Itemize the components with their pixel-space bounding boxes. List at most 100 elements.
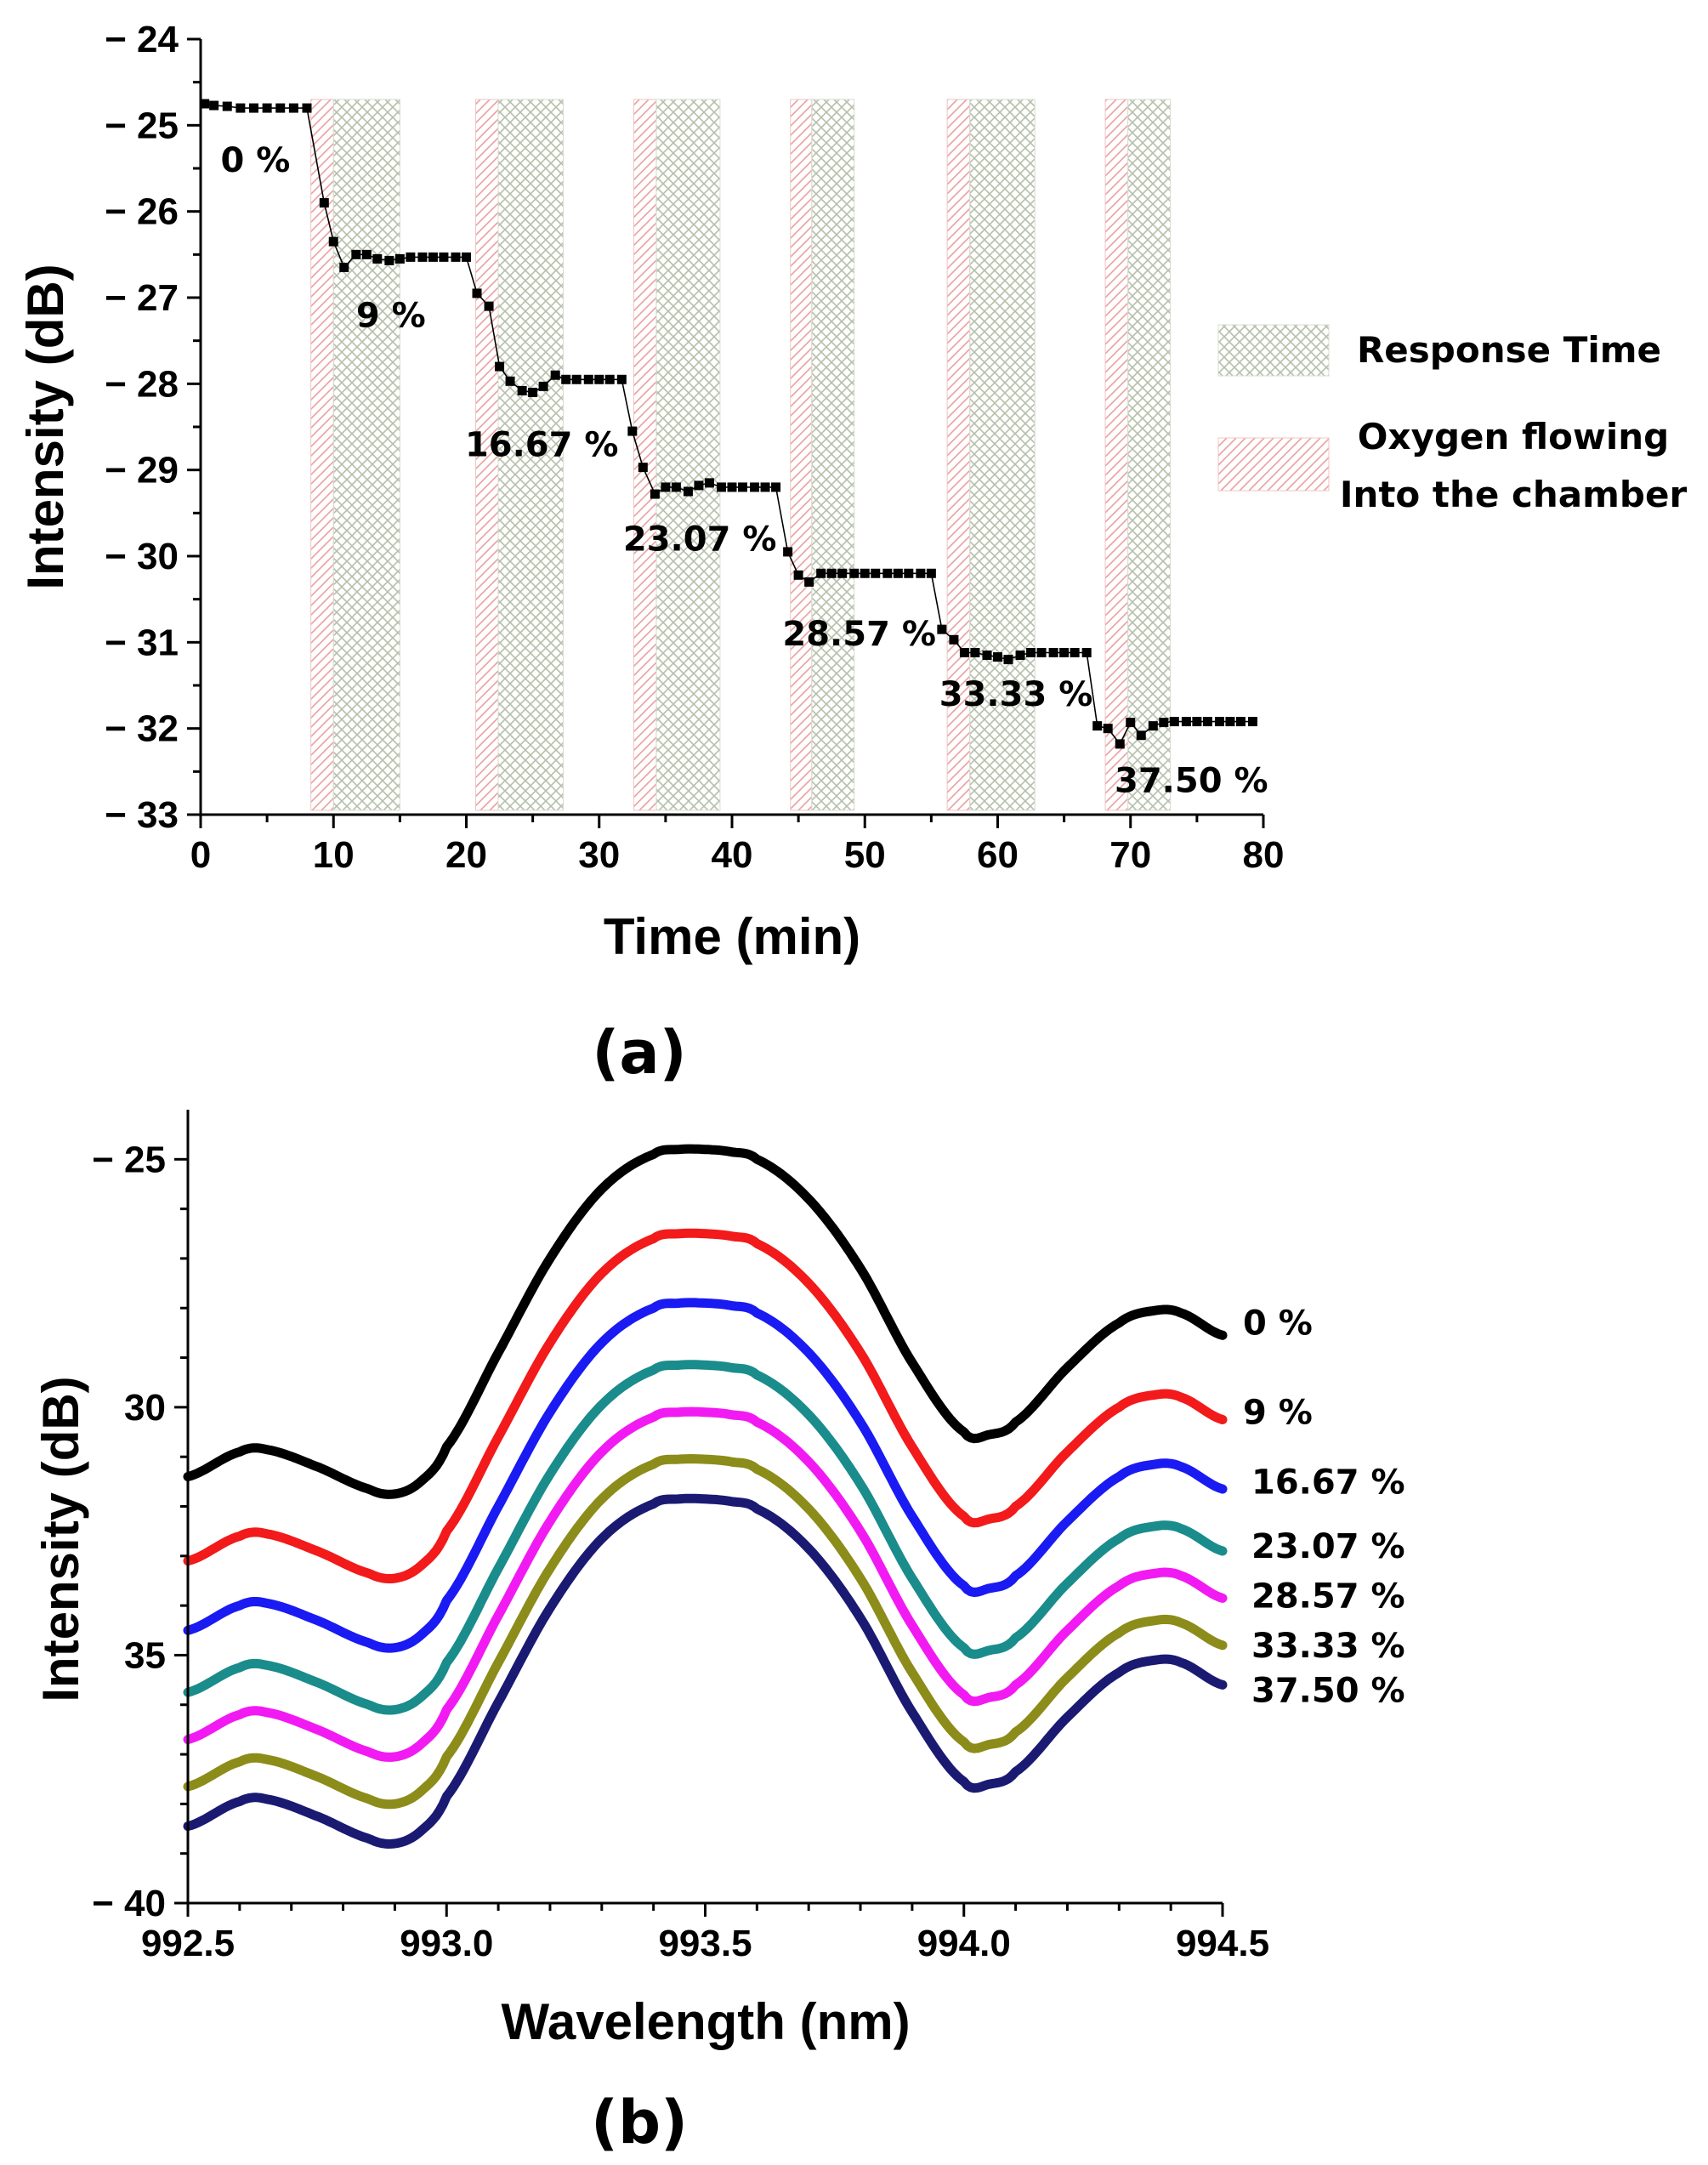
series-line (204, 103, 1253, 746)
data-point (361, 249, 372, 259)
y-tick-label: − 32 (105, 708, 179, 750)
spectrum-line (183, 1360, 1228, 1715)
spectrum-line (183, 1228, 1228, 1583)
data-point (949, 634, 959, 645)
data-point (704, 478, 714, 488)
y-tick-label: 30 (124, 1387, 166, 1429)
data-point (1070, 647, 1080, 657)
data-point (717, 482, 726, 492)
data-point (462, 252, 471, 262)
y-tick-label: − 30 (105, 536, 179, 577)
data-point (275, 103, 286, 113)
series-label: 37.50 % (1251, 1671, 1405, 1710)
x-tick-label: 994.0 (917, 1923, 1011, 1964)
data-point (793, 570, 803, 580)
data-point (993, 652, 1002, 662)
concentration-label: 16.67 % (465, 425, 619, 464)
y-tick-label: − 25 (92, 1139, 166, 1180)
x-tick-label: 992.5 (141, 1923, 235, 1964)
data-point (319, 198, 329, 208)
oxygen-flow-band (310, 99, 334, 811)
data-point (1225, 717, 1235, 727)
concentration-label: 33.33 % (939, 675, 1093, 714)
series-label: 0 % (1243, 1304, 1313, 1344)
legend-swatch-response-time (1217, 324, 1330, 377)
data-point (262, 103, 272, 113)
x-axis-ticks: 0 10 20 30 40 50 60 70 80 (190, 815, 1284, 876)
concentration-annotations: 0 % 9 % 16.67 % 23.07 % 28.57 %33.33 % 37.50 … (220, 141, 1268, 801)
data-point (837, 568, 848, 578)
data-point (406, 252, 416, 262)
series-label: 23.07 % (1251, 1527, 1405, 1566)
y-axis-ticks: − 25 30 35 − 40 (92, 1139, 188, 1924)
data-point (484, 301, 494, 311)
data-point (1235, 717, 1246, 727)
data-point (604, 374, 615, 384)
data-point (394, 253, 405, 264)
y-tick-label: − 26 (105, 191, 179, 233)
data-point (384, 255, 394, 265)
data-point (517, 385, 527, 395)
data-point (926, 568, 936, 578)
legend: Response Time Oxygen flowing Into the ch… (1217, 324, 1687, 515)
concentration-label: 9 % (356, 296, 426, 335)
y-tick-label: − 33 (105, 794, 179, 836)
data-point (209, 100, 219, 111)
data-point (849, 568, 860, 578)
response-time-band (497, 99, 565, 811)
series-label: 9 % (1243, 1394, 1313, 1433)
data-point (1169, 717, 1179, 727)
data-point (1081, 647, 1092, 657)
y-tick-label: − 27 (105, 277, 179, 319)
x-tick-label: 30 (578, 834, 620, 876)
data-point (528, 387, 538, 397)
data-point (760, 482, 770, 492)
concentration-label: 37.50 % (1115, 761, 1268, 800)
data-point (1202, 717, 1212, 727)
spectrum-line (183, 1144, 1228, 1499)
concentration-label: 23.07 % (623, 520, 777, 560)
data-point (882, 568, 893, 578)
data-point (771, 482, 781, 492)
data-point (904, 568, 914, 578)
x-tick-label: 60 (977, 834, 1019, 876)
response-time-band (1127, 99, 1172, 811)
data-point (302, 103, 312, 113)
data-point (970, 647, 980, 657)
data-point (816, 568, 826, 578)
data-point (750, 482, 760, 492)
data-point (1126, 718, 1136, 728)
data-point (594, 374, 604, 384)
data-point (1048, 647, 1058, 657)
data-point (339, 263, 349, 273)
data-point (1136, 730, 1146, 741)
data-point (583, 374, 593, 384)
y-tick-label: − 25 (105, 105, 179, 146)
y-axis-title: Intensity (dB) (17, 264, 74, 589)
data-point (661, 482, 671, 492)
data-point (1003, 655, 1013, 665)
panel-label-a: (a) (592, 1018, 686, 1088)
data-point (959, 647, 969, 657)
y-tick-label: − 31 (105, 622, 179, 663)
series-labels: 0 % 9 % 16.67 % 23.07 % 28.57 % 33.33 % 37.50 … (1243, 1304, 1405, 1711)
oxygen-flow-band (946, 99, 971, 811)
data-point (650, 489, 660, 499)
data-point (561, 374, 571, 384)
x-tick-label: 10 (313, 834, 355, 876)
oxygen-flow-band (790, 99, 813, 811)
data-point (1036, 647, 1047, 657)
spectrum-line (183, 1298, 1228, 1653)
data-point (616, 374, 627, 384)
data-point (1192, 717, 1202, 727)
x-axis-title: Time (min) (604, 908, 860, 965)
data-point (571, 374, 582, 384)
x-tick-label: 993.5 (658, 1923, 752, 1964)
spectrum-line (183, 1406, 1228, 1762)
data-point (288, 103, 298, 113)
series-label: 16.67 % (1251, 1463, 1405, 1502)
data-point (472, 288, 482, 298)
data-point (694, 480, 704, 491)
data-point (1115, 739, 1125, 749)
